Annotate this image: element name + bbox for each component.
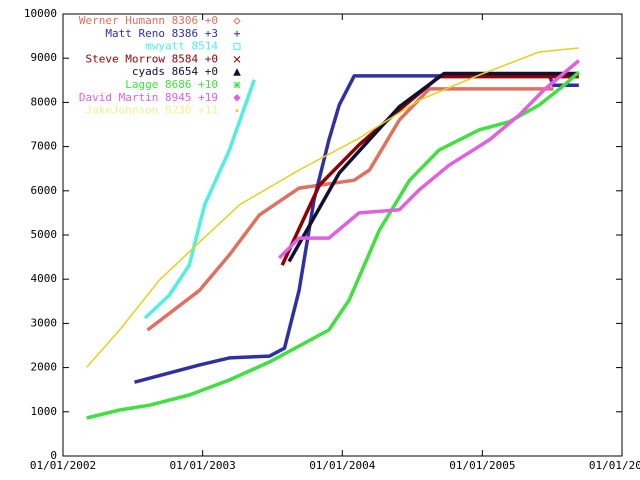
legend-marker [234, 30, 240, 37]
legend-marker [233, 81, 241, 89]
series-line [143, 79, 256, 320]
legend-label: David Martin 8945 +19 [79, 91, 218, 104]
legend-marker [233, 43, 241, 51]
legend-label: Steve Morrow 8584 +0 [86, 52, 218, 65]
x-tick-label: 01/01/2006 [589, 459, 640, 472]
y-tick-label: 7000 [31, 140, 58, 153]
legend-label: Lagge 8686 +10 [125, 78, 218, 91]
y-tick-label: 3000 [31, 316, 58, 329]
legend-marker [233, 94, 241, 102]
y-tick-label: 10000 [24, 7, 57, 20]
series-line [146, 87, 554, 332]
legend-marker [233, 17, 241, 25]
x-tick-label: 01/01/2003 [170, 459, 236, 472]
legend-marker [233, 56, 241, 63]
x-tick-label: 01/01/2005 [449, 459, 515, 472]
y-tick-label: 0 [50, 449, 57, 462]
legend-marker [233, 68, 241, 76]
y-tick-label: 6000 [31, 184, 58, 197]
legend-label: cyads 8654 +0 [132, 65, 218, 78]
series-line [287, 71, 579, 263]
y-tick-label: 4000 [31, 272, 58, 285]
series-line [277, 59, 580, 260]
series-line [86, 47, 579, 368]
legend-label: JakeJohnson 9230 +11 [86, 104, 218, 117]
y-tick-label: 2000 [31, 361, 58, 374]
x-tick-label: 01/01/2002 [30, 459, 96, 472]
y-tick-label: 1000 [31, 405, 58, 418]
legend-label: mwyatt 8514 [145, 40, 218, 53]
y-tick-label: 9000 [31, 51, 58, 64]
legend-label: Matt Reno 8386 +3 [105, 27, 218, 40]
legend-marker [235, 109, 239, 113]
y-tick-label: 8000 [31, 95, 58, 108]
series-line [86, 70, 580, 420]
legend-label: Werner Humann 8306 +0 [79, 14, 218, 27]
y-tick-label: 5000 [31, 228, 58, 241]
x-tick-label: 01/01/2004 [309, 459, 376, 472]
